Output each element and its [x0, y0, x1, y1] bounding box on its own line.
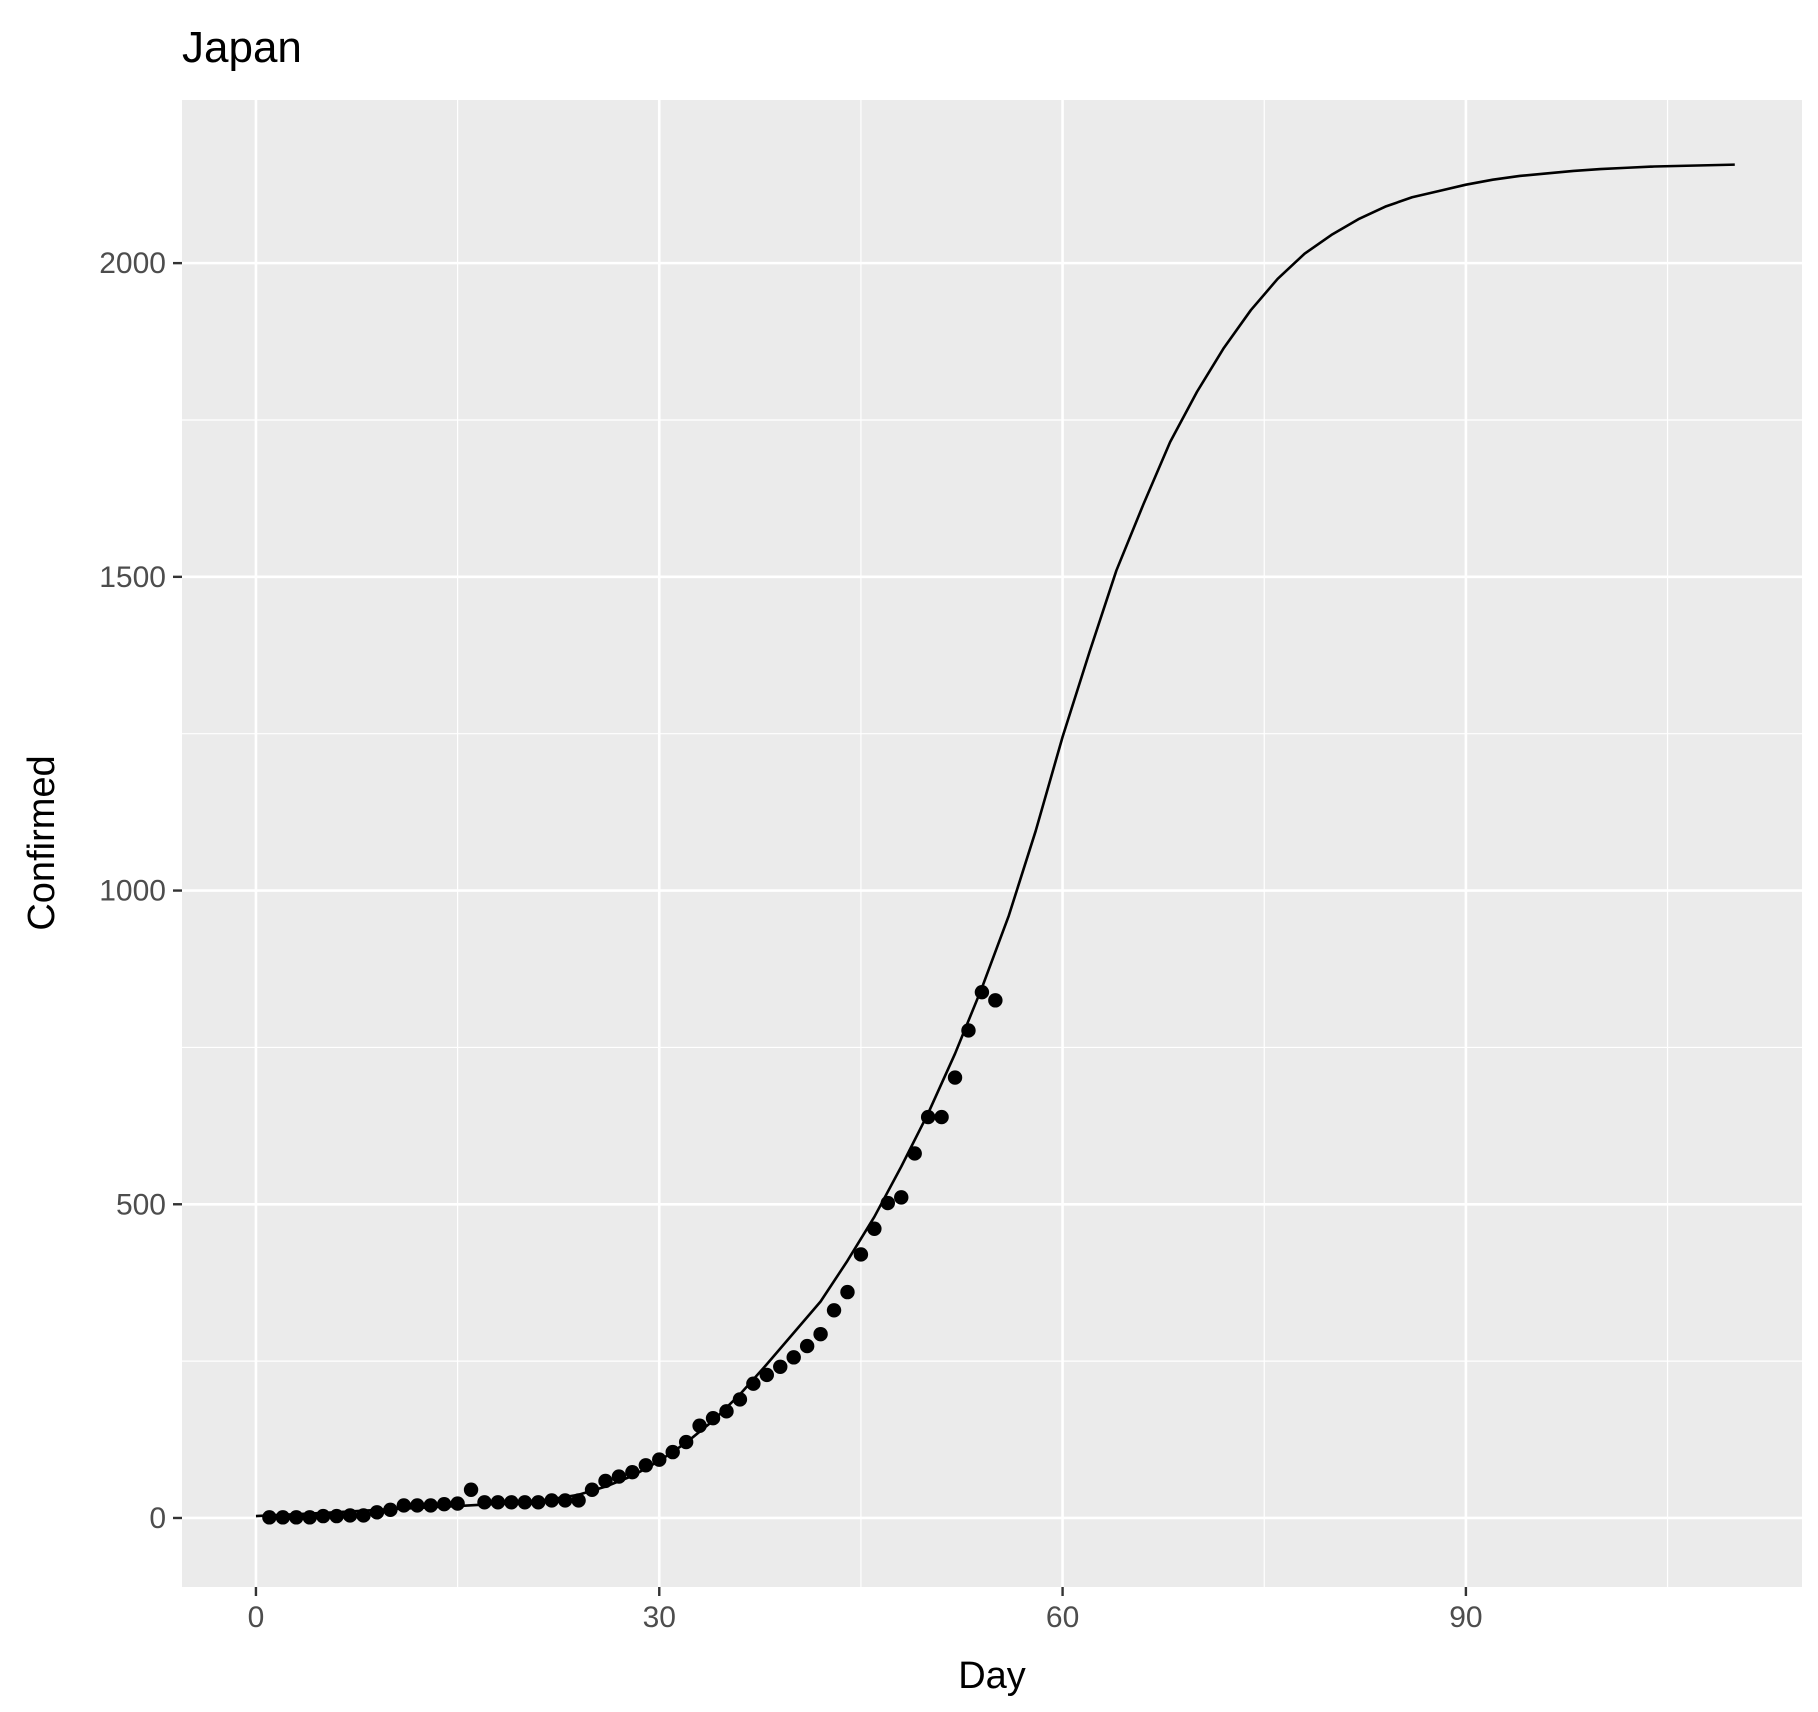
data-point — [598, 1473, 613, 1489]
data-point — [746, 1376, 761, 1391]
data-point — [625, 1464, 640, 1480]
data-point — [799, 1338, 815, 1354]
y-tick-label: 1500 — [99, 561, 166, 594]
data-point — [490, 1495, 506, 1510]
data-point — [732, 1392, 748, 1407]
data-point — [947, 1070, 963, 1085]
data-point — [557, 1493, 573, 1508]
data-point — [504, 1495, 519, 1510]
data-point — [436, 1496, 452, 1512]
y-axis-title: Confirmed — [21, 755, 63, 930]
data-point — [867, 1221, 882, 1236]
data-point — [517, 1495, 533, 1510]
data-point — [920, 1109, 936, 1125]
data-point — [786, 1350, 801, 1365]
data-point — [652, 1452, 667, 1467]
data-point — [477, 1495, 492, 1510]
minor-gridlines — [182, 100, 1802, 1587]
x-axis: 0 30 60 90 — [248, 1587, 1483, 1634]
chart-title: Japan — [182, 23, 302, 72]
data-point — [692, 1418, 707, 1433]
data-point — [759, 1367, 775, 1383]
data-point — [880, 1195, 896, 1211]
data-point — [894, 1190, 909, 1205]
data-point — [907, 1146, 922, 1161]
data-point — [665, 1444, 680, 1460]
data-point — [410, 1498, 425, 1513]
data-point — [450, 1496, 465, 1511]
y-tick-label: 0 — [149, 1502, 166, 1535]
data-point — [329, 1508, 344, 1524]
y-axis: 0 500 1000 1500 2000 — [99, 247, 182, 1535]
data-point — [826, 1303, 842, 1318]
data-point — [383, 1502, 398, 1518]
data-point — [961, 1023, 976, 1038]
data-point — [289, 1510, 304, 1525]
data-point — [302, 1510, 317, 1525]
data-point — [275, 1510, 291, 1525]
data-point — [840, 1284, 855, 1300]
data-point — [571, 1493, 586, 1508]
x-tick-label: 0 — [248, 1601, 265, 1634]
data-point — [342, 1508, 358, 1523]
y-tick-label: 500 — [116, 1188, 166, 1221]
data-point — [678, 1434, 694, 1450]
data-point — [988, 993, 1003, 1008]
x-axis-title: Day — [958, 1655, 1026, 1697]
data-point — [974, 985, 990, 1000]
data-point — [934, 1109, 949, 1125]
data-point — [813, 1326, 828, 1342]
plot-panel — [182, 100, 1802, 1587]
x-tick-label: 90 — [1449, 1601, 1482, 1634]
data-point — [315, 1508, 331, 1524]
data-point — [719, 1404, 734, 1419]
data-point — [638, 1458, 654, 1473]
data-point — [544, 1493, 559, 1508]
data-point — [262, 1510, 277, 1525]
y-tick-label: 2000 — [99, 247, 166, 280]
data-point — [356, 1508, 371, 1523]
data-point — [584, 1482, 600, 1497]
x-tick-label: 60 — [1046, 1601, 1079, 1634]
data-point — [463, 1482, 479, 1497]
data-point — [611, 1469, 627, 1484]
data-point — [396, 1498, 412, 1513]
data-points-layer — [262, 985, 1003, 1525]
data-point — [531, 1495, 546, 1510]
y-tick-label: 1000 — [99, 875, 166, 908]
data-point — [423, 1498, 438, 1513]
x-tick-label: 30 — [643, 1601, 676, 1634]
data-point — [853, 1247, 869, 1262]
data-point — [705, 1411, 721, 1426]
major-gridlines — [182, 100, 1802, 1587]
data-point — [773, 1359, 788, 1374]
data-point — [369, 1505, 385, 1520]
